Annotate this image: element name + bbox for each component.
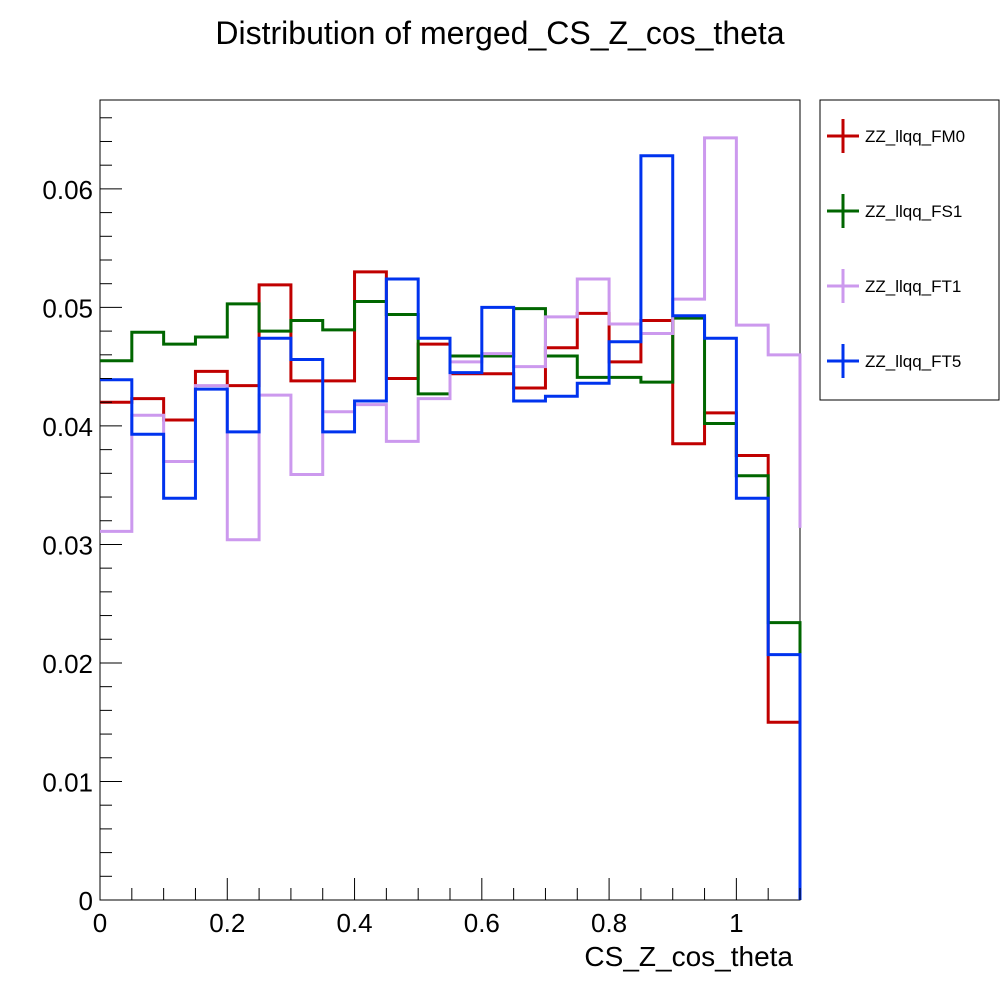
legend-entry-ZZ_llqq_FM0: ZZ_llqq_FM0	[827, 119, 965, 153]
y-tick-label: 0.01	[42, 767, 93, 797]
legend-label: ZZ_llqq_FS1	[865, 202, 962, 221]
y-tick-label: 0	[79, 886, 93, 916]
legend-entry-ZZ_llqq_FT5: ZZ_llqq_FT5	[827, 344, 961, 378]
y-tick-label: 0.05	[42, 293, 93, 323]
legend-box	[819, 99, 1000, 401]
legend-entry-ZZ_llqq_FT1: ZZ_llqq_FT1	[827, 269, 961, 303]
y-tick-label: 0.06	[42, 175, 93, 205]
y-tick-label: 0.02	[42, 649, 93, 679]
axis-layer: 0 0.2 0.4 0.6 0.8 1 0 0.01 0.02 0.03 0.04 0.05 0.06	[42, 117, 801, 938]
x-tick-label: 0	[93, 908, 107, 938]
y-tick-label: 0.03	[42, 530, 93, 560]
legend-label: ZZ_llqq_FM0	[865, 127, 965, 146]
x-tick-label: 0.2	[209, 908, 245, 938]
x-tick-label: 0.4	[336, 908, 372, 938]
legend-label: ZZ_llqq_FT1	[865, 277, 961, 296]
plot-frame	[99, 99, 801, 901]
series-layer	[100, 136, 802, 900]
series-line-ZZ_llqq_FT5	[100, 154, 802, 900]
x-tick-label: 1	[729, 908, 743, 938]
x-tick-label: 0.8	[591, 908, 627, 938]
legend-entry-ZZ_llqq_FS1: ZZ_llqq_FS1	[827, 194, 962, 228]
legend-label: ZZ_llqq_FT5	[865, 352, 961, 371]
x-tick-label: 0.6	[464, 908, 500, 938]
x-axis-title: CS_Z_cos_theta	[584, 941, 793, 972]
legend: ZZ_llqq_FM0 ZZ_llqq_FS1 ZZ_llqq_FT1 ZZ_llqq…	[819, 99, 1000, 401]
chart-title: Distribution of merged_CS_Z_cos_theta	[215, 15, 784, 51]
y-tick-label: 0.04	[42, 412, 93, 442]
